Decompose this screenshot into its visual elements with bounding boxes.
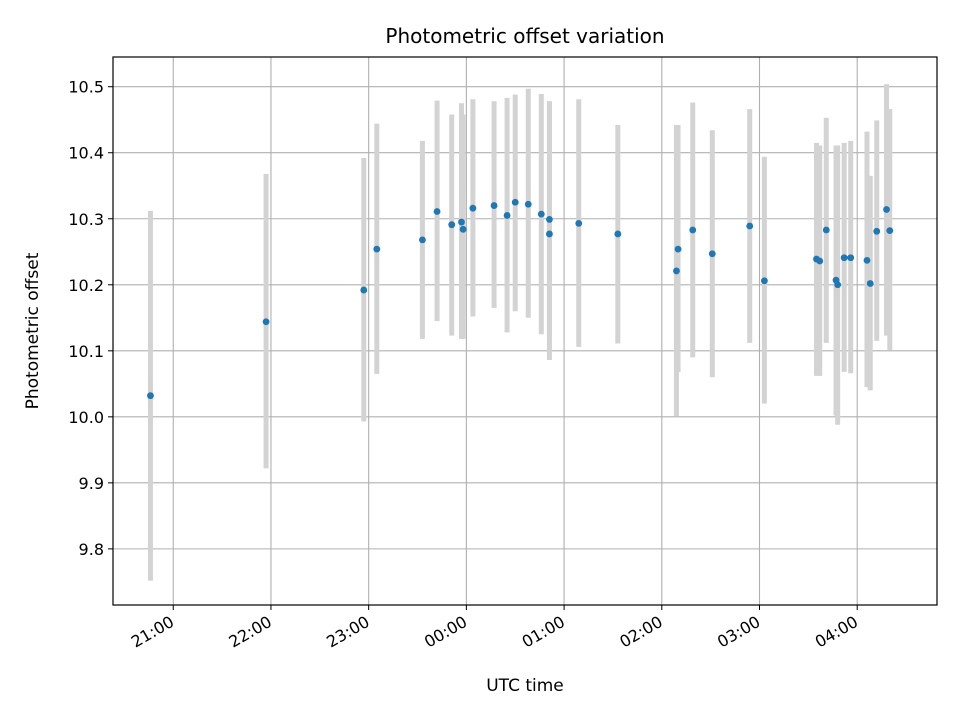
data-point [524,200,532,208]
data-point [689,226,697,234]
data-point [674,245,682,253]
x-axis-label: UTC time [486,676,564,696]
y-axis-label: Photometric offset [23,252,43,409]
y-tick-label: 9.9 [79,474,104,493]
data-points [147,198,894,400]
y-tick-label: 9.8 [79,540,104,559]
data-point [708,250,716,258]
data-point [262,318,270,326]
data-point [458,218,465,226]
x-tick-label: 01:00 [519,612,568,652]
data-point [886,227,894,235]
grid [113,57,937,605]
y-tick-label: 10.0 [68,408,104,427]
data-point [816,257,824,265]
data-point [822,226,830,234]
x-tick-label: 23:00 [323,612,372,652]
data-point [847,254,855,262]
data-point [863,256,871,264]
data-point [360,286,368,294]
y-tick-label: 10.4 [68,144,104,163]
data-point [419,236,426,244]
data-point [511,198,519,206]
x-tick-label: 21:00 [128,612,177,652]
x-tick-label: 04:00 [812,612,861,652]
y-tick-label: 10.3 [68,210,104,229]
y-tick-label: 10.1 [68,342,104,361]
x-tick-label: 02:00 [616,612,665,652]
error-bars [147,84,893,581]
data-point [873,227,881,235]
x-tick-label: 00:00 [421,612,470,652]
data-point [883,206,890,213]
data-point [866,280,874,287]
data-point [469,204,477,212]
data-point [760,277,768,285]
data-point [490,202,498,209]
y-tick-label: 10.5 [68,78,104,97]
data-point [147,392,154,400]
data-point [840,254,848,262]
data-point [448,221,456,229]
data-point [373,245,381,253]
data-point [546,216,553,223]
data-point [746,222,754,230]
data-point [834,281,842,289]
data-point [503,212,511,219]
x-tick-label: 22:00 [226,612,275,652]
y-tick-label: 10.2 [68,276,104,295]
chart-title: Photometric offset variation [385,24,664,48]
data-point [575,219,583,227]
data-point [537,210,545,218]
data-point [433,208,441,215]
data-point [459,225,467,233]
data-point [614,230,622,238]
data-point [673,267,680,275]
x-tick-label: 03:00 [714,612,763,652]
plot-frame [112,56,938,606]
data-point [546,230,553,238]
